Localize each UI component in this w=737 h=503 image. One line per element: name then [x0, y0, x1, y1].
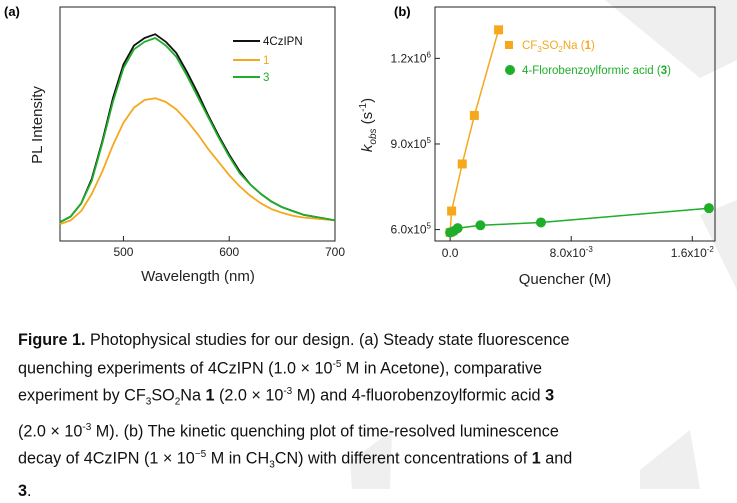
panel-b-frame: [434, 6, 716, 242]
panel-a-x-tick-label: 500: [113, 245, 133, 259]
panel-b-point-circle: [475, 220, 486, 231]
watermark-arrow-bottom: [640, 430, 700, 489]
panel-b-legend: CF3SO2Na (1) 4-Florobenzoylformic acid (…: [505, 40, 671, 77]
panel-b-point-square: [447, 206, 457, 216]
watermark-arrow-mid: [350, 430, 392, 489]
caption-line-4: (2.0 × 10-3 M). (b) The kinetic quenchin…: [18, 421, 559, 440]
caption-line-2: quenching experiments of 4CzIPN (1.0 × 1…: [18, 358, 543, 377]
panel-b-point-square: [494, 25, 504, 35]
legend-label-florobenzoylformic: 4-Florobenzoylformic acid (3): [522, 65, 671, 77]
caption-line-5: decay of 4CzIPN (1 × 10−5 M in CH3CN) wi…: [18, 449, 573, 472]
panel-a-x-tick-label: 700: [325, 245, 345, 259]
panel-b-y-tick-label: 1.2x106: [391, 50, 432, 65]
caption-line-6: 3.: [18, 481, 32, 500]
panel-a-y-axis-title: PL Intensity: [29, 86, 46, 164]
panel-b-point-circle: [452, 223, 463, 234]
panel-a-series-line-0: [59, 33, 336, 223]
legend-label-3: 3: [263, 72, 269, 84]
panel-b-x-tick-label: 0.0: [442, 246, 459, 260]
panel-b-point-square: [457, 159, 467, 169]
caption-label: Figure 1.: [18, 331, 86, 349]
panel-b-chart: 0.0 8.0x10-3 1.6x10-2 6.0x105 9.0x105 1.2x106…: [358, 6, 716, 288]
panel-a-series-line-1: [59, 97, 336, 225]
panel-b-point-square: [469, 110, 479, 120]
panel-a-label: (a): [4, 4, 20, 19]
legend-marker-cf3so2na: [505, 41, 513, 49]
panel-b-fit-line-1: [449, 207, 709, 234]
watermark-arrow-right: [700, 200, 737, 290]
panel-a-x-tick-label: 600: [219, 245, 239, 259]
caption-line-1: Figure 1. Photophysical studies for our …: [18, 328, 722, 353]
legend-label-4czipn: 4CzIPN: [263, 36, 303, 48]
caption-text: Photophysical studies for our design. (a…: [85, 331, 570, 349]
panel-a-frame: [59, 6, 336, 242]
panel-a-series: [59, 33, 336, 225]
watermark-arrow-top: [605, 0, 737, 78]
caption-line-3: experiment by CF3SO2Na 1 (2.0 × 10-3 M) …: [18, 386, 555, 409]
figure-caption: Figure 1. Photophysical studies for our …: [18, 328, 722, 503]
legend-label-cf3so2na: CF3SO2Na (1): [522, 40, 595, 54]
panel-b-x-axis-title: Quencher (M): [519, 271, 612, 288]
panel-a-series-line-2: [59, 37, 336, 223]
panel-b-ticks: 0.0 8.0x10-3 1.6x10-2 6.0x105 9.0x105 1.2x106: [391, 50, 715, 260]
watermark-arrows: [350, 0, 737, 489]
panel-b-fit-line-0: [449, 29, 500, 233]
panel-b-y-tick-label: 9.0x105: [391, 136, 432, 151]
panel-a-legend: 4CzIPN 1 3: [233, 36, 303, 84]
panel-b-point-circle: [703, 203, 714, 214]
panel-b-point-circle: [535, 217, 546, 228]
panel-a-x-ticks: 500 600 700: [113, 236, 345, 259]
panel-b-y-tick-label: 6.0x105: [391, 222, 432, 237]
panel-b-series: [445, 25, 714, 238]
panel-b-x-tick-label: 8.0x10-3: [550, 245, 594, 260]
panel-a-x-axis-title: Wavelength (nm): [141, 268, 255, 285]
panel-b-y-axis-title: kobs (s-1): [358, 98, 379, 152]
panel-b-x-tick-label: 1.6x10-2: [671, 245, 715, 260]
panel-b-label: (b): [394, 4, 411, 19]
legend-marker-florobenzoylformic: [505, 65, 515, 75]
figure: (a) 500 600 700 4CzIPN 1 3 Wavelength (nm)…: [4, 4, 716, 288]
legend-label-1: 1: [263, 55, 269, 67]
panel-a-chart: 500 600 700 4CzIPN 1 3 Wavelength (nm) PL …: [29, 6, 345, 285]
